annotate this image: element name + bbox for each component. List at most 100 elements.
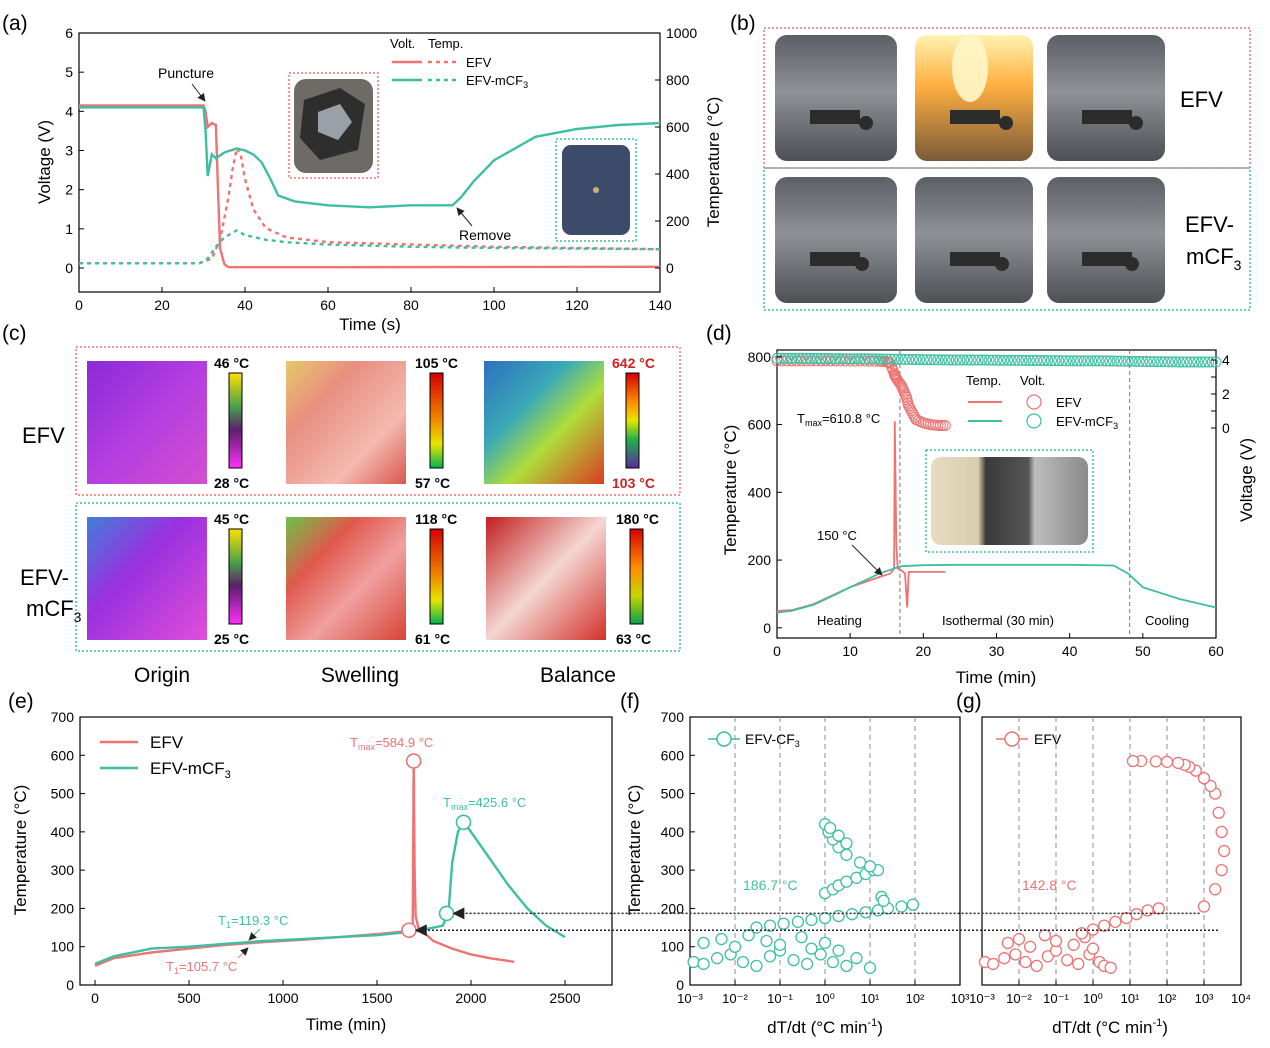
legend-mcf-volt-marker-d — [1026, 413, 1042, 429]
point-d-mcf-voltage-103 — [1148, 356, 1160, 368]
panel-a: (a) 0 20 40 60 80 100 120 140012345602004006008… — [2, 12, 723, 334]
e-xtick-label-1: 500 — [177, 990, 201, 1006]
row-label-mcf-c-2: mCF3 — [26, 596, 82, 625]
point-d-mcf-voltage-74 — [1042, 355, 1054, 367]
point-f-2 — [710, 952, 724, 965]
a-y2-ytick-label-1: 200 — [666, 213, 690, 229]
point-d-mcf-voltage-98 — [1130, 355, 1142, 367]
point-d-mcf-voltage-43 — [928, 354, 940, 366]
point-d-mcf-voltage-11 — [811, 352, 823, 364]
a-xtick-label-4: 80 — [403, 297, 419, 313]
point-d-mcf-voltage-52 — [961, 354, 973, 366]
point-d-mcf-voltage-54 — [969, 354, 981, 366]
d-ytick-label-2: 400 — [748, 484, 772, 500]
legend-col-temp-d: Temp. — [966, 373, 1001, 388]
point-f-13 — [850, 952, 863, 965]
f-xtick-label-2: 10⁻¹ — [767, 991, 793, 1006]
colorbar-mcf-origin — [228, 528, 243, 625]
point-f-25 — [750, 921, 763, 934]
f-xtick-label-6: 10³ — [951, 991, 970, 1006]
point-d-mcf-voltage-33 — [892, 353, 904, 365]
point-d-mcf-voltage-101 — [1140, 356, 1152, 368]
point-f-31 — [832, 909, 845, 923]
panel-label-f: (f) — [620, 690, 640, 713]
thermal-efv-origin — [87, 361, 207, 484]
point-f-21 — [795, 930, 808, 944]
legend-efv-volt-marker-d — [1026, 394, 1042, 410]
point-d-mcf-voltage-19 — [841, 353, 853, 365]
point-d-mcf-voltage-48 — [947, 354, 959, 366]
point-d-mcf-voltage-0 — [771, 352, 783, 364]
region-cooling: Cooling — [1145, 613, 1189, 628]
point-d-mcf-voltage-21 — [848, 353, 860, 365]
point-f-8 — [787, 953, 800, 967]
point-g-31 — [1208, 883, 1222, 896]
annotation-tmax-d: Tmax=610.8 °C — [797, 411, 880, 428]
f-ytick-label-1: 100 — [661, 939, 685, 955]
point-f-37 — [906, 898, 920, 911]
point-d-mcf-voltage-114 — [1188, 356, 1200, 368]
x-axis-label-f: dT/dt (°C min-1) — [767, 1017, 883, 1037]
point-g-34 — [1215, 825, 1228, 839]
point-d-mcf-voltage-120 — [1210, 356, 1222, 368]
point-g-32 — [1215, 863, 1228, 877]
point-g-29 — [1152, 902, 1165, 915]
point-d-mcf-voltage-104 — [1151, 356, 1163, 368]
point-d-mcf-voltage-42 — [925, 354, 937, 366]
point-d-mcf-voltage-94 — [1115, 355, 1127, 367]
colorbar-efv-swelling — [429, 372, 444, 469]
remove-arrow — [456, 207, 473, 227]
point-f-5 — [750, 959, 763, 973]
point-d-mcf-voltage-12 — [815, 352, 827, 364]
point-d-mcf-voltage-45 — [936, 354, 948, 366]
point-d-mcf-voltage-62 — [998, 354, 1010, 366]
marker-mcf-tmax-e — [455, 814, 472, 831]
point-d-mcf-voltage-46 — [939, 354, 951, 366]
legend-efv-label-e: EFV — [150, 733, 184, 752]
point-d-mcf-voltage-69 — [1023, 354, 1035, 366]
e-ytick-label-6: 600 — [51, 747, 75, 763]
point-d-mcf-voltage-83 — [1075, 355, 1087, 367]
a-y2-ytick-label-0: 0 — [666, 260, 674, 276]
point-d-mcf-voltage-17 — [833, 353, 845, 365]
x-axis-label-a: Time (s) — [339, 315, 401, 334]
colorbar-mcf-balance — [629, 528, 644, 625]
inset-mcf-frame-a — [555, 138, 637, 242]
point-g-24 — [1097, 919, 1111, 932]
point-d-mcf-voltage-88 — [1093, 355, 1105, 367]
e-ytick-label-5: 500 — [51, 786, 75, 802]
series-a-mcf-voltage — [79, 106, 661, 209]
annotation-remove: Remove — [459, 227, 511, 243]
point-d-mcf-voltage-107 — [1162, 356, 1174, 368]
e-xtick-label-0: 0 — [91, 990, 99, 1006]
panel-c: (c) EFV EFV- mCF3 46 °C 28 °C 105 °C 57 … — [2, 322, 681, 687]
legend-col-temp-a: Temp. — [428, 36, 463, 51]
point-d-mcf-voltage-31 — [884, 353, 896, 365]
point-d-mcf-voltage-50 — [954, 354, 966, 366]
point-g-4 — [1019, 955, 1032, 969]
point-f-36 — [895, 900, 908, 913]
point-d-mcf-voltage-24 — [859, 353, 871, 365]
cross-panel-guides — [414, 907, 1220, 937]
mcf-photo-2 — [915, 177, 1033, 303]
point-d-mcf-voltage-67 — [1016, 354, 1028, 366]
a-ytick-label-2: 2 — [65, 182, 73, 198]
scale-min-efv-origin: 28 °C — [214, 475, 249, 491]
point-f-22 — [805, 942, 818, 955]
series-group-f — [687, 818, 920, 974]
series-group-a — [79, 104, 661, 269]
legend-efv-label-a: EFV — [466, 55, 492, 70]
point-g-38 — [1197, 772, 1211, 785]
thermal-mcf-swelling — [286, 517, 406, 640]
point-d-mcf-voltage-64 — [1005, 354, 1017, 366]
point-f-15 — [697, 936, 710, 950]
point-d-mcf-voltage-80 — [1064, 355, 1076, 367]
point-f-57 — [840, 837, 853, 850]
inset-efv-frame-a — [288, 72, 379, 179]
scale-min-mcf-balance: 63 °C — [616, 631, 651, 647]
e-xtick-label-4: 2000 — [455, 990, 486, 1006]
efv-thermal-frame — [75, 346, 681, 496]
column-label-swelling: Swelling — [321, 664, 399, 687]
point-d-mcf-voltage-10 — [808, 352, 820, 364]
point-d-mcf-voltage-27 — [870, 353, 882, 365]
